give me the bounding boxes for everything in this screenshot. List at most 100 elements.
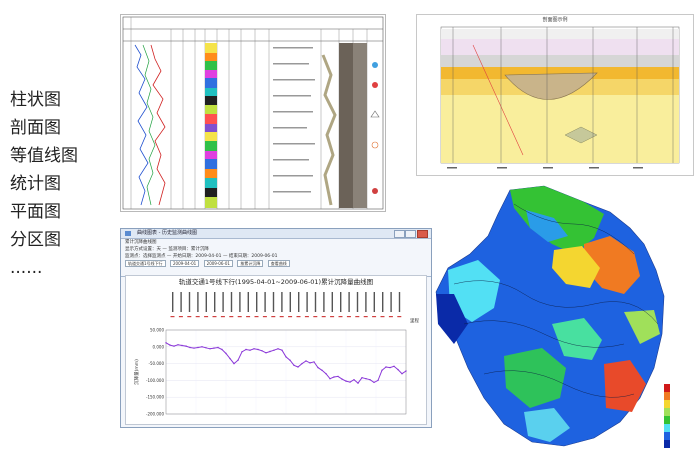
- station-label: [272, 292, 275, 312]
- station-tick: [330, 316, 335, 318]
- item-select[interactable]: 按累计沉降: [237, 260, 264, 267]
- data-point: [321, 369, 323, 371]
- data-point: [345, 380, 347, 382]
- data-point: [193, 347, 195, 349]
- data-point: [309, 362, 311, 364]
- data-point: [269, 350, 271, 353]
- contour-map-figure: [435, 185, 670, 448]
- station-tick: [363, 316, 368, 318]
- data-point: [249, 349, 251, 351]
- station-label: [172, 292, 174, 312]
- section-title: 剖面图示例: [542, 17, 568, 23]
- station-tick: [313, 316, 318, 318]
- close-button[interactable]: [417, 230, 428, 238]
- station-label: [264, 292, 266, 312]
- data-point: [245, 348, 247, 351]
- station-label: [239, 292, 241, 312]
- station-label: [331, 292, 333, 312]
- tool-row-2: 监测点：选择监测点 — 开始日期：2009-04-01 — 结束日期：2009-…: [125, 254, 278, 259]
- data-point: [365, 378, 367, 380]
- data-point: [177, 344, 179, 346]
- data-point: [293, 364, 295, 366]
- station-label: [306, 292, 308, 312]
- data-point: [237, 359, 239, 361]
- station-tick: [380, 316, 385, 318]
- data-point: [209, 348, 211, 350]
- station-tick: [204, 316, 209, 318]
- station-label: [222, 292, 224, 312]
- data-point: [389, 366, 391, 369]
- chart-title: 轨道交通1号线下行(1995-04-01~2009-06-01)累计沉降量曲线图: [178, 278, 374, 286]
- data-point: [201, 346, 203, 348]
- chart-area: 轨道交通1号线下行(1995-04-01~2009-06-01)累计沉降量曲线图…: [125, 275, 427, 425]
- station-tick: [346, 316, 351, 318]
- menu-item-section: 剖面图: [10, 118, 61, 138]
- maximize-button[interactable]: [405, 230, 416, 238]
- data-point: [289, 359, 291, 361]
- station-label: [247, 292, 249, 312]
- menu-item-borehole: 柱状图: [10, 90, 61, 110]
- data-point: [165, 342, 167, 344]
- menu-item-zoning: 分区图: [10, 230, 61, 250]
- station-tick: [237, 316, 242, 318]
- station-tick: [279, 316, 284, 318]
- curve-window-titlebar: 曲线图表 - 历史监测曲线图: [121, 229, 431, 239]
- data-point: [377, 379, 379, 382]
- curve-menu-label[interactable]: 累计沉降曲线图: [125, 240, 157, 245]
- station-tick: [195, 316, 200, 318]
- line-select[interactable]: 轨道交通1号线下行: [125, 260, 166, 267]
- data-point: [241, 351, 243, 353]
- data-point: [169, 344, 171, 346]
- station-tick: [372, 316, 377, 318]
- data-point: [285, 356, 287, 358]
- data-point: [305, 360, 307, 362]
- data-point: [301, 362, 303, 365]
- curve-window: 曲线图表 - 历史监测曲线图 累计沉降曲线图 显示方式设置：天 — 监测项目：累…: [120, 228, 432, 428]
- data-point: [361, 377, 363, 379]
- station-tick: [304, 316, 309, 318]
- data-point: [397, 368, 399, 371]
- station-tick: [178, 316, 183, 318]
- data-point: [213, 347, 215, 349]
- station-tick: [397, 316, 402, 318]
- data-point: [273, 349, 275, 351]
- settlement-chart: 50.000 0.000 -50.000 -100.000 -150.000 -200.0…: [133, 292, 419, 417]
- minimize-button[interactable]: [394, 230, 405, 238]
- station-label: [256, 292, 258, 312]
- data-point: [405, 370, 407, 372]
- menu-item-plan: 平面图: [10, 202, 61, 222]
- station-label: [390, 292, 392, 312]
- station-label: [214, 292, 216, 312]
- menu-item-more: ......: [10, 258, 43, 278]
- data-point: [401, 373, 403, 375]
- station-label: [197, 292, 199, 312]
- data-point: [253, 348, 255, 350]
- diagram-type-list: 柱状图 剖面图 等值线图 统计图 平面图 分区图 ......: [10, 86, 78, 282]
- data-point: [221, 348, 223, 351]
- station-label: [230, 292, 233, 312]
- station-label: [365, 292, 367, 312]
- x-axis-label: 里程: [410, 317, 419, 324]
- station-tick: [388, 316, 393, 318]
- station-tick: [262, 316, 267, 318]
- station-label: [205, 292, 207, 312]
- station-tick: [355, 316, 360, 318]
- station-label: [298, 292, 300, 312]
- station-tick: [246, 316, 251, 318]
- station-tick: [254, 316, 259, 318]
- data-point: [233, 362, 235, 365]
- data-point: [369, 379, 371, 381]
- end-date-input[interactable]: 2009-06-01: [203, 260, 233, 267]
- station-label: [314, 292, 317, 312]
- data-point: [385, 366, 387, 368]
- menu-item-statistics: 统计图: [10, 174, 61, 194]
- data-point: [265, 352, 267, 354]
- data-point: [225, 352, 227, 355]
- data-point: [185, 345, 187, 347]
- data-point: [349, 381, 351, 383]
- station-tick: [212, 316, 217, 318]
- start-date-input[interactable]: 2009-04-01: [169, 260, 200, 267]
- station-label: [180, 292, 182, 312]
- data-point: [393, 365, 395, 367]
- view-curve-button[interactable]: 查看曲线: [267, 260, 290, 267]
